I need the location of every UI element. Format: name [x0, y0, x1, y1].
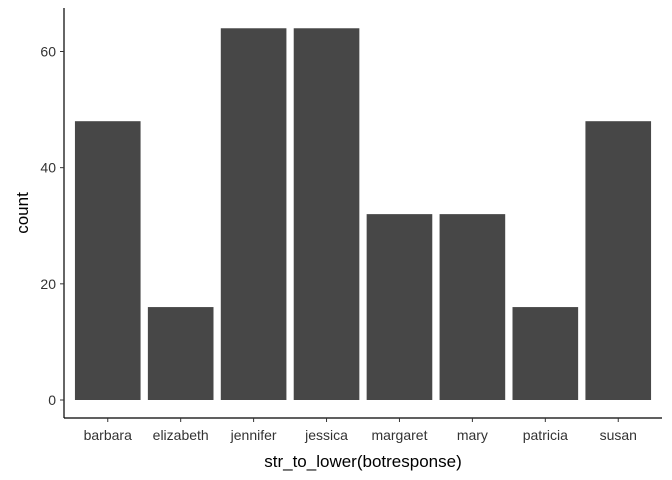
x-tick-label-susan: susan: [600, 427, 637, 443]
x-tick-label-elizabeth: elizabeth: [153, 427, 209, 443]
bar-susan: [585, 121, 652, 400]
y-tick-label-60: 60: [40, 44, 56, 60]
bar-jessica: [293, 28, 360, 401]
bar-patricia: [512, 307, 579, 400]
x-axis-title: str_to_lower(botresponse): [264, 452, 461, 471]
x-tick-label-patricia: patricia: [523, 427, 568, 443]
y-ticks-group: 0 20 40 60: [40, 44, 64, 408]
x-tick-label-barbara: barbara: [84, 427, 132, 443]
y-tick-label-40: 40: [40, 160, 56, 176]
y-tick-label-20: 20: [40, 276, 56, 292]
bar-mary: [439, 214, 506, 400]
x-tick-label-jennifer: jennifer: [230, 427, 277, 443]
bar-margaret: [366, 214, 433, 400]
bar-elizabeth: [147, 307, 214, 400]
bars-group: [74, 28, 652, 401]
x-ticks-group: barbara elizabeth jennifer jessica margaret m…: [84, 418, 637, 443]
x-tick-label-margaret: margaret: [371, 427, 427, 443]
x-tick-label-jessica: jessica: [304, 427, 348, 443]
y-axis-title: count: [13, 192, 32, 234]
bar-barbara: [74, 121, 141, 400]
bar-jennifer: [220, 28, 287, 401]
x-tick-label-mary: mary: [457, 427, 488, 443]
y-tick-label-0: 0: [48, 392, 56, 408]
